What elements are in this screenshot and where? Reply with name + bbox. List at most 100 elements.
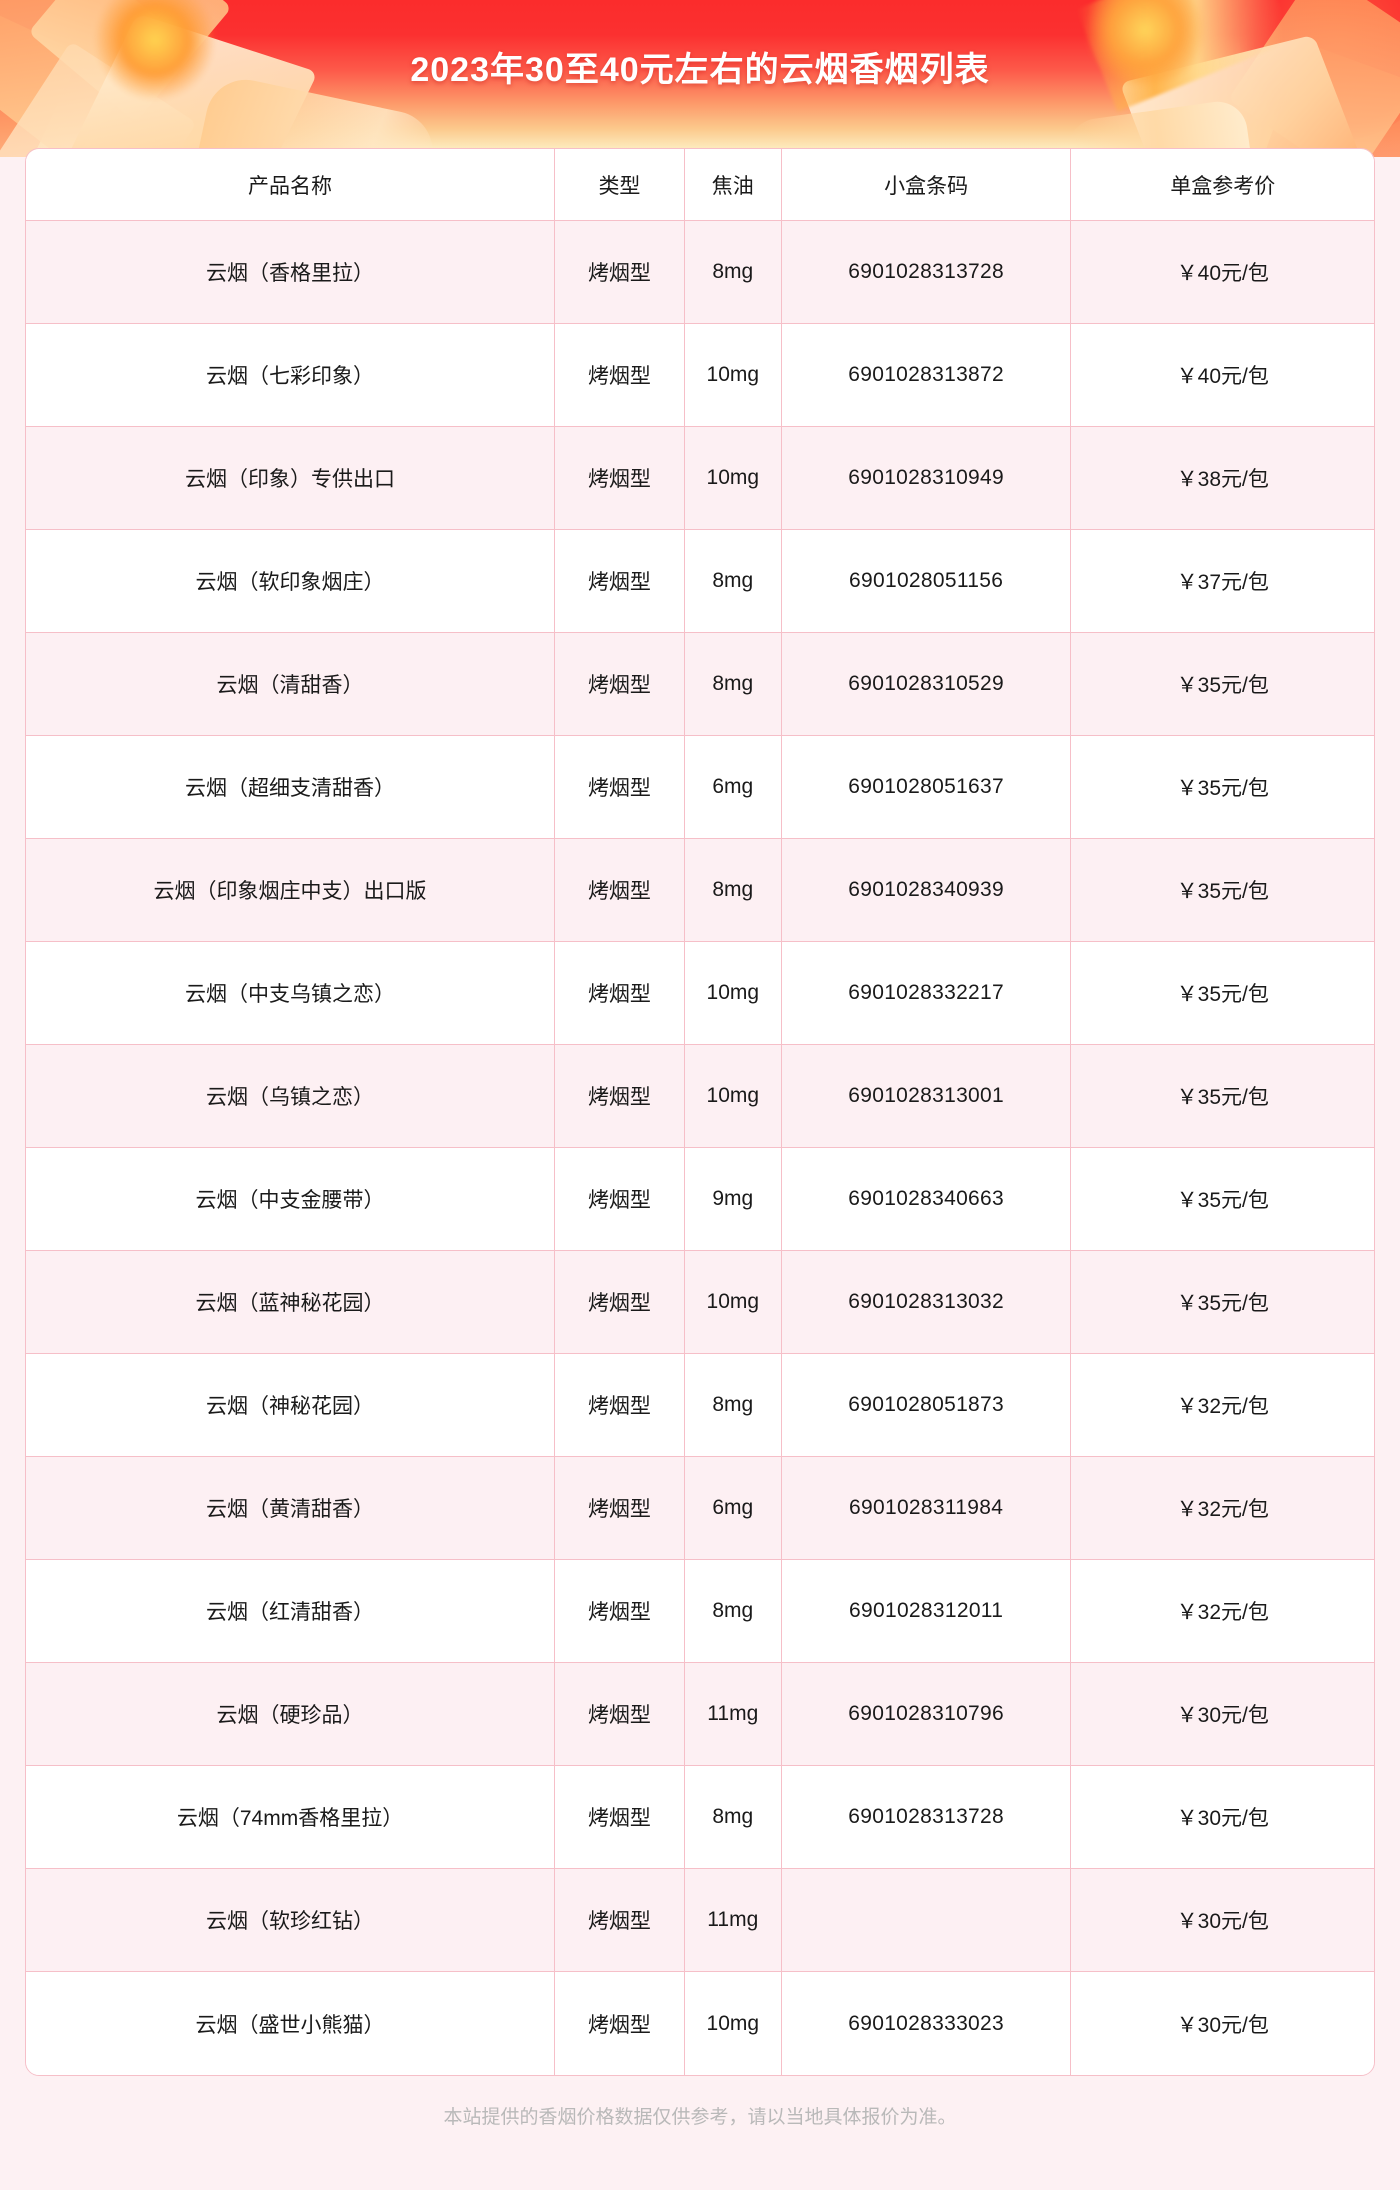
table-row[interactable]: 云烟（香格里拉） 烤烟型 8mg 6901028313728 ￥40元/包 xyxy=(26,221,1374,324)
cell-product-name: 云烟（乌镇之恋） xyxy=(26,1045,556,1148)
table-row[interactable]: 云烟（七彩印象） 烤烟型 10mg 6901028313872 ￥40元/包 xyxy=(26,324,1374,427)
cell-type: 烤烟型 xyxy=(555,1354,685,1457)
cell-tar: 9mg xyxy=(684,1148,782,1251)
cell-barcode: 6901028313032 xyxy=(781,1251,1072,1354)
cell-type: 烤烟型 xyxy=(555,736,685,839)
cell-product-name: 云烟（中支金腰带） xyxy=(26,1148,556,1251)
cell-product-name: 云烟（超细支清甜香） xyxy=(26,736,556,839)
cell-barcode: 6901028051156 xyxy=(781,530,1072,633)
cell-price: ￥30元/包 xyxy=(1071,1663,1374,1766)
cell-barcode: 6901028313728 xyxy=(781,221,1072,324)
table-row[interactable]: 云烟（清甜香） 烤烟型 8mg 6901028310529 ￥35元/包 xyxy=(26,633,1374,736)
cell-barcode: 6901028313728 xyxy=(781,1766,1072,1869)
cell-tar: 11mg xyxy=(684,1663,782,1766)
cigarette-price-table: 产品名称 类型 焦油 小盒条码 单盒参考价 云烟（香格里拉） 烤烟型 8mg 6901… xyxy=(25,148,1375,2076)
column-header-price: 单盒参考价 xyxy=(1071,149,1374,221)
cell-tar: 6mg xyxy=(684,1457,782,1560)
cell-type: 烤烟型 xyxy=(555,942,685,1045)
cell-barcode: 6901028051637 xyxy=(781,736,1072,839)
cell-price: ￥32元/包 xyxy=(1071,1457,1374,1560)
cell-price: ￥35元/包 xyxy=(1071,1251,1374,1354)
cell-barcode: 6901028310529 xyxy=(781,633,1072,736)
cell-tar: 8mg xyxy=(684,1354,782,1457)
cell-barcode: 6901028310949 xyxy=(781,427,1072,530)
cell-barcode: 6901028333023 xyxy=(781,1972,1072,2075)
cell-type: 烤烟型 xyxy=(555,1148,685,1251)
cell-type: 烤烟型 xyxy=(555,530,685,633)
cell-price: ￥35元/包 xyxy=(1071,1045,1374,1148)
cell-tar: 8mg xyxy=(684,221,782,324)
cell-barcode: 6901028340663 xyxy=(781,1148,1072,1251)
cell-barcode: 6901028332217 xyxy=(781,942,1072,1045)
table-row[interactable]: 云烟（蓝神秘花园） 烤烟型 10mg 6901028313032 ￥35元/包 xyxy=(26,1251,1374,1354)
table-row[interactable]: 云烟（中支金腰带） 烤烟型 9mg 6901028340663 ￥35元/包 xyxy=(26,1148,1374,1251)
cell-tar: 10mg xyxy=(684,324,782,427)
table-row[interactable]: 云烟（神秘花园） 烤烟型 8mg 6901028051873 ￥32元/包 xyxy=(26,1354,1374,1457)
cell-product-name: 云烟（黄清甜香） xyxy=(26,1457,556,1560)
cell-price: ￥35元/包 xyxy=(1071,839,1374,942)
cell-price: ￥40元/包 xyxy=(1071,324,1374,427)
cell-type: 烤烟型 xyxy=(555,324,685,427)
cell-type: 烤烟型 xyxy=(555,1766,685,1869)
cell-barcode: 6901028310796 xyxy=(781,1663,1072,1766)
cell-type: 烤烟型 xyxy=(555,1457,685,1560)
cell-price: ￥32元/包 xyxy=(1071,1354,1374,1457)
footer-disclaimer: 本站提供的香烟价格数据仅供参考，请以当地具体报价为准。 xyxy=(443,2107,957,2128)
column-header-product-name: 产品名称 xyxy=(26,149,556,221)
cell-tar: 8mg xyxy=(684,839,782,942)
table-row[interactable]: 云烟（印象烟庄中支）出口版 烤烟型 8mg 6901028340939 ￥35元/包 xyxy=(26,839,1374,942)
cell-tar: 10mg xyxy=(684,1251,782,1354)
table-row[interactable]: 云烟（超细支清甜香） 烤烟型 6mg 6901028051637 ￥35元/包 xyxy=(26,736,1374,839)
cell-type: 烤烟型 xyxy=(555,221,685,324)
cell-price: ￥32元/包 xyxy=(1071,1560,1374,1663)
cell-product-name: 云烟（印象烟庄中支）出口版 xyxy=(26,839,556,942)
cell-type: 烤烟型 xyxy=(555,1972,685,2075)
cell-product-name: 云烟（香格里拉） xyxy=(26,221,556,324)
cell-type: 烤烟型 xyxy=(555,633,685,736)
table-row[interactable]: 云烟（74mm香格里拉） 烤烟型 8mg 6901028313728 ￥30元/包 xyxy=(26,1766,1374,1869)
cell-tar: 10mg xyxy=(684,1045,782,1148)
cell-type: 烤烟型 xyxy=(555,427,685,530)
cell-tar: 8mg xyxy=(684,530,782,633)
cell-price: ￥35元/包 xyxy=(1071,1148,1374,1251)
cell-tar: 8mg xyxy=(684,1766,782,1869)
cell-product-name: 云烟（盛世小熊猫） xyxy=(26,1972,556,2075)
cell-barcode: 6901028311984 xyxy=(781,1457,1072,1560)
cell-type: 烤烟型 xyxy=(555,839,685,942)
table-row[interactable]: 云烟（盛世小熊猫） 烤烟型 10mg 6901028333023 ￥30元/包 xyxy=(26,1972,1374,2075)
cell-product-name: 云烟（神秘花园） xyxy=(26,1354,556,1457)
cell-price: ￥30元/包 xyxy=(1071,1972,1374,2075)
cell-product-name: 云烟（中支乌镇之恋） xyxy=(26,942,556,1045)
table-row[interactable]: 云烟（乌镇之恋） 烤烟型 10mg 6901028313001 ￥35元/包 xyxy=(26,1045,1374,1148)
table-row[interactable]: 云烟（软印象烟庄） 烤烟型 8mg 6901028051156 ￥37元/包 xyxy=(26,530,1374,633)
table-row[interactable]: 云烟（中支乌镇之恋） 烤烟型 10mg 6901028332217 ￥35元/包 xyxy=(26,942,1374,1045)
cell-price: ￥30元/包 xyxy=(1071,1766,1374,1869)
cell-barcode: 6901028051873 xyxy=(781,1354,1072,1457)
cell-product-name: 云烟（蓝神秘花园） xyxy=(26,1251,556,1354)
cell-tar: 10mg xyxy=(684,427,782,530)
cell-tar: 6mg xyxy=(684,736,782,839)
cell-price: ￥35元/包 xyxy=(1071,633,1374,736)
table-row[interactable]: 云烟（硬珍品） 烤烟型 11mg 6901028310796 ￥30元/包 xyxy=(26,1663,1374,1766)
column-header-type: 类型 xyxy=(555,149,685,221)
cell-type: 烤烟型 xyxy=(555,1251,685,1354)
table-row[interactable]: 云烟（印象）专供出口 烤烟型 10mg 6901028310949 ￥38元/包 xyxy=(26,427,1374,530)
cell-tar: 10mg xyxy=(684,1972,782,2075)
cell-barcode: 6901028313872 xyxy=(781,324,1072,427)
cell-price: ￥37元/包 xyxy=(1071,530,1374,633)
table-row[interactable]: 云烟（黄清甜香） 烤烟型 6mg 6901028311984 ￥32元/包 xyxy=(26,1457,1374,1560)
cell-product-name: 云烟（74mm香格里拉） xyxy=(26,1766,556,1869)
cell-tar: 8mg xyxy=(684,633,782,736)
cell-price: ￥38元/包 xyxy=(1071,427,1374,530)
table-row[interactable]: 云烟（红清甜香） 烤烟型 8mg 6901028312011 ￥32元/包 xyxy=(26,1560,1374,1663)
table-header-row: 产品名称 类型 焦油 小盒条码 单盒参考价 xyxy=(26,149,1374,221)
column-header-tar: 焦油 xyxy=(684,149,782,221)
cell-product-name: 云烟（印象）专供出口 xyxy=(26,427,556,530)
cell-product-name: 云烟（红清甜香） xyxy=(26,1560,556,1663)
cell-barcode xyxy=(781,1869,1072,1972)
cell-type: 烤烟型 xyxy=(555,1045,685,1148)
price-table-container: 产品名称 类型 焦油 小盒条码 单盒参考价 云烟（香格里拉） 烤烟型 8mg 6901… xyxy=(25,148,1375,2076)
table-row[interactable]: 云烟（软珍红钻） 烤烟型 11mg ￥30元/包 xyxy=(26,1869,1374,1972)
cell-type: 烤烟型 xyxy=(555,1869,685,1972)
cell-product-name: 云烟（清甜香） xyxy=(26,633,556,736)
